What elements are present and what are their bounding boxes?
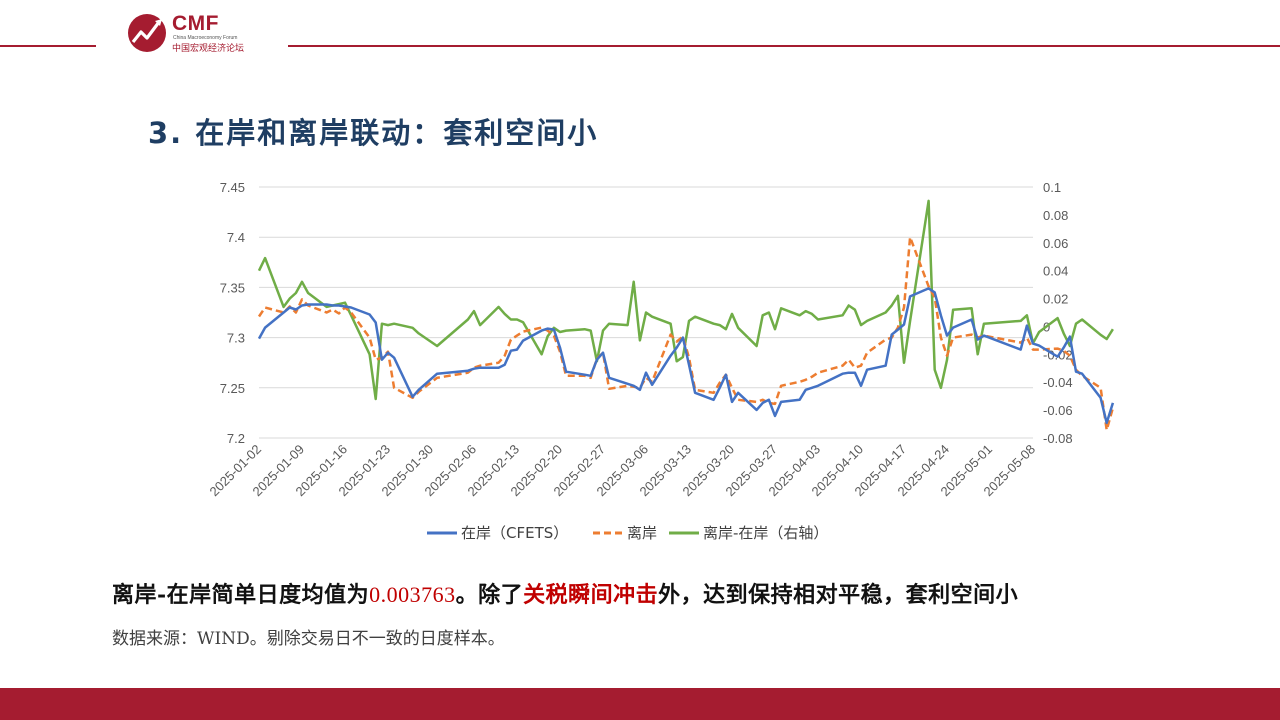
y-right-tick-label: -0.04 xyxy=(1043,375,1073,390)
summary-text: 离岸-在岸简单日度均值为0.003763。除了关税瞬间冲击外，达到保持相对平稳，… xyxy=(112,577,1018,609)
legend-label: 在岸（CFETS） xyxy=(461,524,568,542)
y-left-tick-label: 7.3 xyxy=(227,331,245,346)
y-right-tick-label: -0.06 xyxy=(1043,403,1073,418)
logo-chinese-name: 中国宏观经济论坛 xyxy=(172,44,245,54)
y-right-tick-label: 0.06 xyxy=(1043,236,1068,251)
y-left-tick-label: 7.4 xyxy=(227,230,245,245)
y-left-tick-label: 7.45 xyxy=(220,180,245,195)
cmf-logo-mark-icon xyxy=(128,14,166,52)
data-source-note: 数据来源：WIND。剔除交易日不一致的日度样本。 xyxy=(112,629,505,649)
header-rule-left xyxy=(0,45,96,47)
y-right-tick-label: 0.1 xyxy=(1043,180,1061,195)
y-right-tick-label: -0.08 xyxy=(1043,431,1073,446)
y-right-tick-label: 0.04 xyxy=(1043,264,1068,279)
legend-label: 离岸-在岸（右轴） xyxy=(703,524,828,542)
series-line-offshore xyxy=(257,235,1115,432)
footer-bar xyxy=(0,688,1280,720)
logo-tagline: China Macroeconomy Forum xyxy=(173,35,238,41)
summary-part-3: 外，达到保持相对平稳，套利空间小 xyxy=(658,582,1019,608)
summary-part-1: 离岸-在岸简单日度均值为 xyxy=(112,582,370,608)
y-left-tick-label: 7.25 xyxy=(220,381,245,396)
series-line-onshore xyxy=(257,287,1115,425)
logo-wordmark: CMF xyxy=(172,12,219,35)
y-right-tick-label: 0.08 xyxy=(1043,208,1068,223)
y-right-tick-label: 0.02 xyxy=(1043,292,1068,307)
y-left-tick-label: 7.2 xyxy=(227,431,245,446)
summary-part-2: 。除了 xyxy=(455,582,524,608)
y-left-tick-label: 7.35 xyxy=(220,280,245,295)
slide-title: 3. 在岸和离岸联动：套利空间小 xyxy=(148,116,599,150)
summary-highlight: 关税瞬间冲击 xyxy=(523,582,659,608)
exchange-rate-chart: 7.45 7.4 7.35 7.3 7.25 7.2 0.1 0.08 0.06 0.04 0.02… xyxy=(206,180,1115,542)
cmf-logo: CMF China Macroeconomy Forum 中国宏观经济论坛 xyxy=(126,12,266,54)
summary-mean-value: 0.003763 xyxy=(369,582,456,607)
header-rule-right xyxy=(288,45,1280,47)
series-line-spread xyxy=(257,199,1114,401)
legend-label: 离岸 xyxy=(627,524,657,542)
